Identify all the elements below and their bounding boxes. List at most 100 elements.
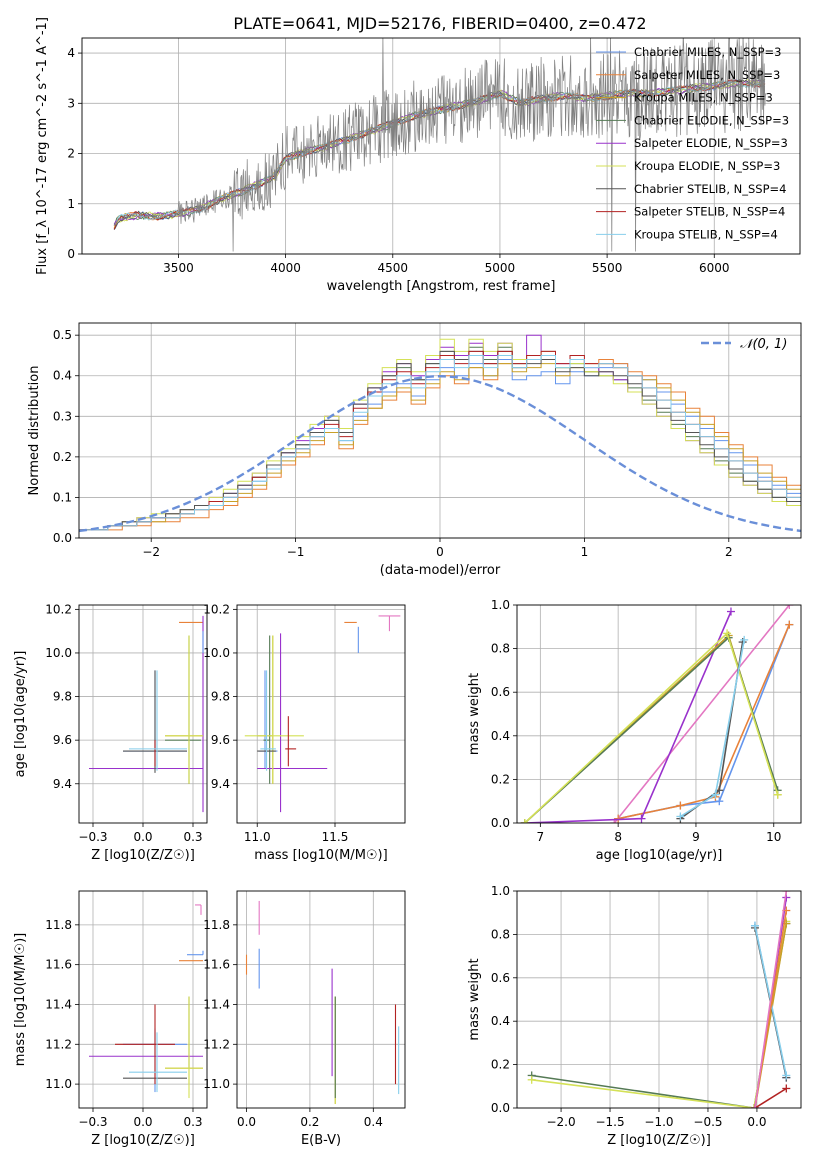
errorbar-point [129, 1032, 187, 1093]
x-tick-label: −2.0 [546, 1115, 575, 1129]
x-tick-label: 0.0 [133, 830, 152, 844]
errorbar-point [260, 670, 276, 771]
errorbar-point [165, 635, 203, 784]
x-tick-label: 0.3 [183, 830, 202, 844]
gaussian-curve [79, 374, 801, 533]
x-tick-label: 4500 [378, 261, 409, 275]
weight-marker [527, 1075, 536, 1084]
mass-weight-vs-Z-marks [527, 891, 791, 1108]
x-tick-label: 0.0 [133, 1115, 152, 1129]
legend-entry: Kroupa STELIB, N_SSP=4 [634, 227, 778, 241]
legend-entry: Salpeter MILES, N_SSP=3 [634, 68, 780, 82]
residual-histogram [79, 355, 801, 531]
legend-entry: 𝒩(0, 1) [740, 337, 787, 352]
weight-marker [711, 790, 720, 799]
y-tick-label: 0.4 [53, 369, 72, 383]
y-tick-label: 0.4 [491, 1014, 510, 1028]
x-tick-label: 2 [725, 545, 733, 559]
weight-line [613, 605, 790, 823]
weight-marker [750, 921, 759, 930]
x-tick-label: 0.3 [183, 1115, 202, 1129]
age-vs-Z-panel: −0.3 0.0 0.3 9.4 9.6 9.8 10.0 10.2 Z [log10(Z/Z☉… [13, 602, 208, 863]
legend-entry: Chabrier STELIB, N_SSP=4 [634, 182, 786, 196]
y-axis-label: mass weight [467, 673, 482, 755]
y-tick-label: 0.4 [491, 729, 510, 743]
y-axis-label: Flux [f_λ 10^-17 erg cm^-2 s^-1 A^-1] [35, 17, 50, 275]
mass-weight-vs-age-panel: 7 8 9 10 0.0 0.2 0.4 0.6 0.8 1.0 age [log10(age/yr… [467, 598, 802, 863]
y-tick-label: 11.8 [45, 918, 72, 932]
residual-histogram [79, 338, 801, 531]
weight-marker [723, 629, 732, 638]
weight-line [618, 624, 791, 820]
y-tick-label: 9.4 [211, 777, 230, 791]
x-tick-label: 5000 [485, 261, 516, 275]
errorbar-point [165, 635, 201, 784]
y-tick-label: 3 [67, 96, 75, 110]
y-tick-label: 0.5 [53, 328, 72, 342]
residual-histogram [79, 363, 801, 531]
mass-weight-vs-Z-panel: −2.0 −1.5 −1.0 −0.5 0.0 0.0 0.2 0.4 0.6 0.8 1.0 Z [… [467, 884, 802, 1148]
weight-marker [749, 1104, 758, 1108]
y-tick-label: 10.0 [45, 646, 72, 660]
axes-frame [236, 890, 406, 1109]
x-tick-label: 0.4 [364, 1115, 383, 1129]
x-axis-label: age [log10(age/yr)] [596, 848, 723, 863]
errorbar-point [378, 615, 401, 632]
x-tick-label: 8 [614, 830, 622, 844]
x-tick-label: 9 [692, 830, 700, 844]
errorbar-point [165, 996, 203, 1085]
spectrum-marks [113, 38, 766, 252]
y-tick-label: 11.0 [45, 1077, 72, 1091]
weight-marker [740, 635, 749, 644]
y-tick-label: 0.1 [53, 490, 72, 504]
errorbar-point [187, 950, 204, 956]
y-tick-label: 9.4 [53, 777, 72, 791]
axes-frame [81, 37, 801, 255]
y-tick-label: 0.2 [491, 1058, 510, 1072]
mass-vs-EBV-panel: 0.0 0.2 0.4 11.0 11.2 11.4 11.6 11.8 E(B-V) [203, 890, 406, 1148]
errorbar-point [195, 904, 202, 915]
axes-frame [516, 890, 802, 1109]
x-axis-label: Z [log10(Z/Z☉)] [91, 1133, 195, 1148]
residual-histogram [79, 350, 801, 531]
y-tick-label: 11.6 [45, 958, 72, 972]
y-tick-label: 11.8 [203, 918, 230, 932]
legend-entry: Chabrier MILES, N_SSP=3 [634, 45, 781, 59]
observed-spectrum [113, 38, 766, 252]
weight-marker [750, 1104, 759, 1108]
weight-marker [676, 801, 685, 810]
y-tick-label: 0.3 [53, 409, 72, 423]
y-tick-label: 0.0 [53, 531, 72, 545]
errorbar-point [165, 635, 203, 784]
spectrum-panel: 3500 4000 4500 5000 5500 6000 0 1 2 3 4 wavelength … [35, 17, 801, 294]
y-tick-label: 0.6 [491, 685, 510, 699]
errorbar-point [165, 996, 203, 1099]
axes-frame [78, 890, 208, 1109]
residuals-panel: −2 −1 0 1 2 0.0 0.1 0.2 0.3 0.4 0.5 (data-model)/er… [27, 322, 802, 578]
y-tick-label: 11.2 [203, 1037, 230, 1051]
y-tick-label: 0 [67, 247, 75, 261]
y-tick-label: 0.8 [491, 927, 510, 941]
y-tick-label: 0.2 [491, 772, 510, 786]
y-tick-label: 1.0 [491, 884, 510, 898]
axes-frame [78, 322, 802, 539]
x-tick-label: −0.3 [78, 1115, 107, 1129]
y-tick-label: 9.6 [53, 733, 72, 747]
mass-vs-Z-panel: −0.3 0.0 0.3 11.0 11.2 11.4 11.6 11.8 Z [log10(Z… [13, 890, 208, 1148]
x-axis-label: mass [log10(M/M☉)] [254, 848, 387, 863]
axes-frame [236, 604, 406, 824]
x-tick-label: −1 [287, 545, 305, 559]
x-tick-label: −1.5 [595, 1115, 624, 1129]
errorbar-point [244, 635, 304, 784]
axes-frame [78, 604, 208, 824]
x-tick-label: −0.5 [693, 1115, 722, 1129]
x-tick-label: 11.5 [322, 830, 349, 844]
weight-marker [782, 1084, 791, 1093]
y-tick-label: 0.8 [491, 642, 510, 656]
x-tick-label: 5500 [592, 261, 623, 275]
y-axis-label: mass [log10(M/M☉)] [13, 933, 28, 1066]
weight-marker [520, 819, 529, 823]
y-tick-label: 9.8 [53, 690, 72, 704]
y-tick-label: 10.0 [203, 646, 230, 660]
x-axis-label: (data-model)/error [380, 563, 501, 578]
